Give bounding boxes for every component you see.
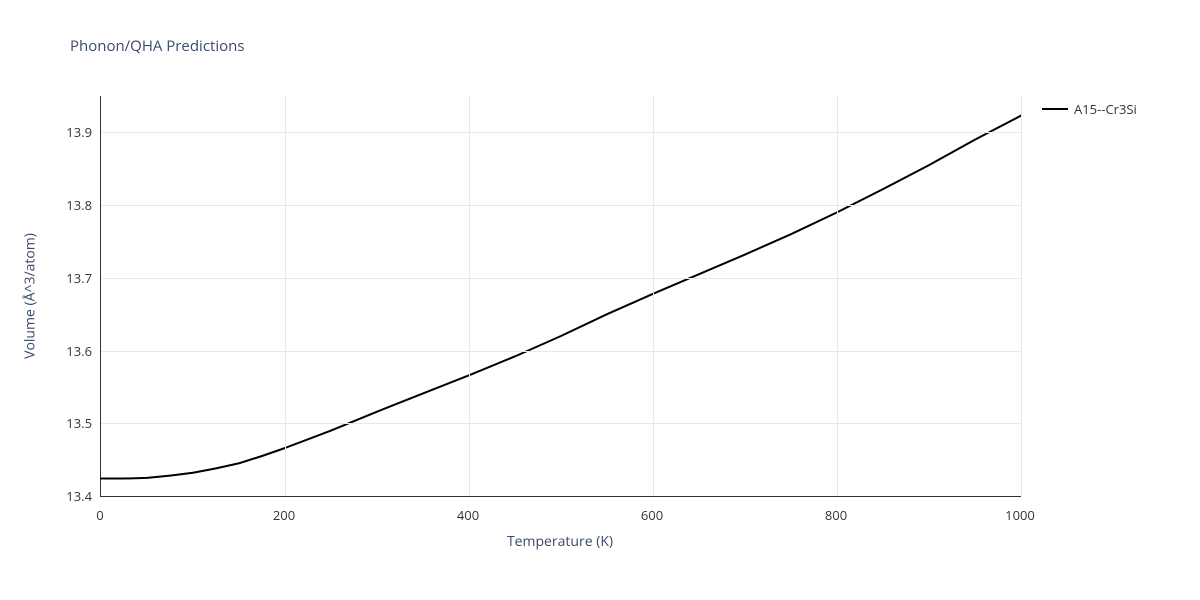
x-tick-label: 400	[457, 506, 479, 524]
y-tick-label: 13.4	[60, 487, 92, 505]
legend-line	[1042, 108, 1068, 110]
x-tick-label: 800	[825, 506, 847, 524]
gridline-v	[469, 96, 470, 496]
y-tick-label: 13.5	[60, 414, 92, 432]
gridline-h	[101, 205, 1021, 206]
line-layer	[101, 96, 1021, 496]
gridline-v	[1021, 96, 1022, 496]
plot-area	[100, 96, 1021, 497]
gridline-v	[653, 96, 654, 496]
gridline-h	[101, 351, 1021, 352]
gridline-v	[837, 96, 838, 496]
x-tick-label: 200	[273, 506, 295, 524]
legend: A15--Cr3Si	[1042, 100, 1137, 118]
gridline-h	[101, 132, 1021, 133]
legend-label: A15--Cr3Si	[1074, 100, 1137, 118]
x-tick-label: 0	[96, 506, 103, 524]
y-tick-label: 13.7	[60, 269, 92, 287]
gridline-v	[285, 96, 286, 496]
y-axis-label: Volume (Å^3/atom)	[21, 233, 40, 359]
x-tick-label: 1000	[1005, 506, 1035, 524]
y-tick-label: 13.9	[60, 123, 92, 141]
x-tick-label: 600	[641, 506, 663, 524]
chart-title: Phonon/QHA Predictions	[70, 36, 245, 56]
gridline-h	[101, 423, 1021, 424]
x-axis-label: Temperature (K)	[507, 532, 613, 551]
gridline-h	[101, 278, 1021, 279]
y-tick-label: 13.8	[60, 196, 92, 214]
chart-container: { "chart": { "type": "line", "title": "P…	[0, 0, 1200, 600]
y-tick-label: 13.6	[60, 342, 92, 360]
